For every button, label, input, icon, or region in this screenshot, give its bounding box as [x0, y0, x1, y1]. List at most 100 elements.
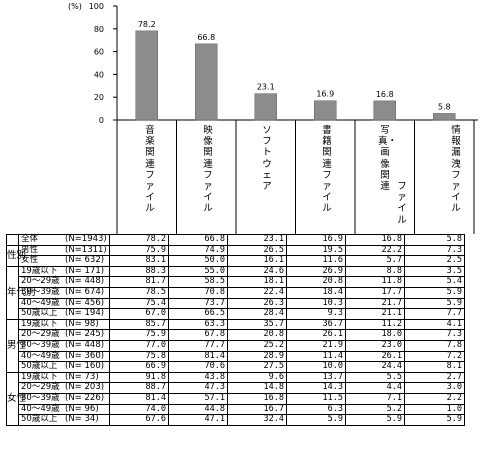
table-cell: 21.9: [286, 339, 346, 352]
bar-value-label: 16.8: [376, 90, 394, 99]
table-cell: 1.0: [404, 403, 465, 416]
table-row: 20～29歳 (N= 245) 75.9 67.8 20.8 26.1 18.0 7.3: [7, 329, 465, 341]
row-label: 50歳以上 (N= 194): [18, 308, 110, 320]
table-cell: 21.1: [345, 308, 405, 320]
row-label: 20～29歳 (N= 203): [18, 382, 110, 394]
table-cell: 35.7: [227, 318, 287, 331]
table-cell: 11.4: [286, 350, 346, 363]
table-cell: 58.5: [168, 276, 228, 288]
table-cell: 5.9: [404, 286, 465, 299]
table-cell: 88.7: [109, 382, 169, 394]
row-label-n: (N= 674): [65, 286, 105, 297]
table-row: 女性 (N= 632) 83.1 50.0 16.1 11.6 5.7 2.5: [7, 255, 465, 267]
table-cell: 28.9: [227, 350, 287, 363]
category-label-books: 書籍関連ファイル: [322, 125, 332, 215]
row-label-n: (N= 245): [65, 329, 105, 340]
row-label-name: 40～49歳: [21, 297, 60, 308]
table-row: 40～49歳 (N= 456) 75.4 73.7 26.3 10.3 21.7 5.9: [7, 297, 465, 310]
row-label-name: 40～49歳: [21, 403, 60, 414]
row-label-n: (N= 34): [65, 414, 99, 425]
table-cell: 13.7: [286, 371, 346, 384]
table-cell: 88.3: [109, 265, 169, 278]
table-cell: 11.5: [286, 392, 346, 405]
table-cell: 91.8: [109, 371, 169, 384]
table-cell: 16.8: [227, 392, 287, 405]
category-label-music: 音楽関連ファイル: [145, 125, 155, 215]
row-label-n: (N= 98): [65, 318, 99, 329]
table-row: 女性 19歳以下 (N= 73) 91.8 43.8 9.6 13.7 5.5 2.7: [6, 371, 465, 426]
table-cell: 77.7: [168, 339, 228, 352]
bar: [433, 113, 456, 121]
table-cell: 43.8: [168, 371, 228, 384]
row-label: 20～29歳 (N= 245): [18, 329, 110, 341]
group-label-text: 男性: [7, 340, 27, 352]
table-cell: 7.3: [404, 329, 465, 341]
table-cell: 23.0: [345, 339, 405, 352]
table-cell: 70.6: [168, 361, 228, 373]
table-cell: 78.5: [109, 286, 169, 299]
table-cell: 7.1: [345, 392, 405, 405]
table-cell: 78.2: [109, 234, 169, 246]
table-cell: 17.7: [345, 286, 405, 299]
row-label-name: 男性: [21, 244, 39, 255]
table-row: 50歳以上 (N= 160) 66.9 70.6 27.5 10.0 24.4 8.1: [7, 361, 465, 373]
row-label-name: 20～29歳: [21, 329, 60, 340]
table-cell: 9.6: [227, 371, 287, 384]
row-label: 女性 (N= 632): [18, 255, 110, 267]
row-label-n: (N= 456): [65, 297, 105, 308]
row-label-n: (N= 160): [65, 361, 105, 372]
bar-chart: (%) 0 20 40 60 80 100 78.2 66.8 23.1 16.9 16.8 5.8: [68, 2, 478, 234]
table-row: 30～39歳 (N= 226) 81.4 57.1 16.8 11.5 7.1 2.2: [7, 392, 465, 405]
row-label: 50歳以上 (N= 34): [18, 414, 110, 426]
table-cell: 7.7: [404, 308, 465, 320]
table-cell: 10.3: [286, 297, 346, 310]
table-row: 全体 (N=1943) 78.2 66.8 23.1 16.9 16.8 5.8: [6, 234, 465, 246]
table-row: 30～39歳 (N= 448) 77.0 77.7 25.2 21.9 23.0 7.8: [7, 339, 465, 352]
row-label-n: (N= 448): [65, 276, 105, 287]
row-label-name: 40～49歳: [21, 350, 60, 361]
table-cell: 6.3: [286, 403, 346, 416]
table-cell: 75.9: [109, 329, 169, 341]
table-cell: 20.8: [286, 276, 346, 288]
y-tick-label: 0: [99, 116, 104, 125]
group-label-age: 年代別: [6, 265, 36, 320]
group-label-text: 女性: [7, 393, 27, 405]
bar-value-label: 66.8: [197, 33, 215, 42]
y-tick-label: 100: [89, 2, 104, 11]
table-cell: 3.0: [404, 382, 465, 394]
table-cell: 24.6: [227, 265, 287, 278]
table-cell: 23.1: [227, 234, 287, 246]
table-cell: 11.8: [345, 276, 405, 288]
row-label-name: 20～29歳: [21, 276, 60, 287]
table-cell: 4.4: [345, 382, 405, 394]
table-cell: 8.8: [345, 265, 405, 278]
row-label: 40～49歳 (N= 96): [18, 403, 110, 416]
table-cell: 25.2: [227, 339, 287, 352]
y-tick-label: 80: [94, 25, 104, 34]
table-cell: 19.5: [286, 244, 346, 257]
y-unit-label: (%): [68, 2, 82, 11]
table-cell: 28.4: [227, 308, 287, 320]
table-cell: 36.7: [286, 318, 346, 331]
row-label-n: (N=1943): [65, 234, 107, 244]
row-label-name: 19歳以下: [21, 318, 58, 329]
table-cell: 5.9: [345, 414, 405, 426]
table-cell: 9.3: [286, 308, 346, 320]
row-label-n: (N= 194): [65, 308, 105, 319]
row-label-name: 30～39歳: [21, 339, 60, 350]
table-cell: 75.8: [109, 350, 169, 363]
table-cell: 66.8: [168, 234, 228, 246]
table-cell: 67.8: [168, 329, 228, 341]
table-cell: 16.8: [345, 234, 405, 246]
row-label: 20～29歳 (N= 448): [18, 276, 110, 288]
table-cell: 32.4: [227, 414, 287, 426]
category-label-info-leak: 情報漏洩ファイル: [451, 125, 461, 215]
table-cell: 75.4: [109, 297, 169, 310]
table-cell: 47.1: [168, 414, 228, 426]
bar: [314, 100, 337, 121]
row-label: 30～39歳 (N= 674): [18, 286, 110, 299]
bar-value-label: 23.1: [257, 83, 275, 92]
table-cell: 27.5: [227, 361, 287, 373]
table-cell: 5.9: [404, 414, 465, 426]
table-cell: 55.0: [168, 265, 228, 278]
